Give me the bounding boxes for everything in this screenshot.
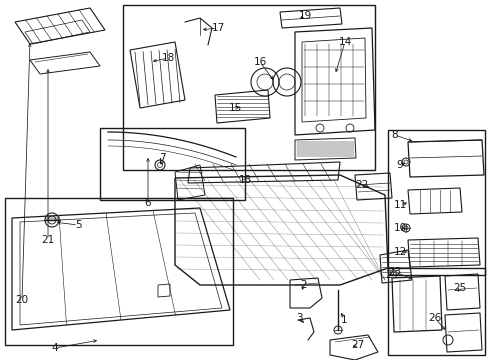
Text: 19: 19 <box>298 11 312 21</box>
Text: 25: 25 <box>453 283 466 293</box>
Text: 7: 7 <box>159 153 165 163</box>
Text: 17: 17 <box>211 23 224 33</box>
Text: 21: 21 <box>41 235 54 245</box>
Text: 3: 3 <box>295 313 302 323</box>
Text: 18: 18 <box>161 53 174 63</box>
Bar <box>123 5 375 170</box>
Text: 2: 2 <box>301 280 307 290</box>
Text: 22: 22 <box>355 180 368 190</box>
Text: 6: 6 <box>145 198 151 208</box>
Text: 20: 20 <box>16 295 28 305</box>
Text: 13: 13 <box>238 175 252 185</box>
Text: 14: 14 <box>339 37 352 47</box>
Text: 1: 1 <box>341 315 347 325</box>
Text: 4: 4 <box>51 343 58 353</box>
Text: 10: 10 <box>393 223 407 233</box>
Text: 11: 11 <box>393 200 407 210</box>
Text: 12: 12 <box>393 247 407 257</box>
Text: 5: 5 <box>74 220 81 230</box>
Bar <box>388 130 485 275</box>
Bar <box>100 128 245 200</box>
Text: 8: 8 <box>392 130 398 140</box>
Bar <box>388 268 485 355</box>
Text: 15: 15 <box>228 103 242 113</box>
Text: 9: 9 <box>397 160 403 170</box>
Text: 16: 16 <box>253 57 267 67</box>
Text: 27: 27 <box>351 340 365 350</box>
Bar <box>5 198 233 345</box>
Text: 24: 24 <box>385 270 399 280</box>
Text: 23: 23 <box>389 267 402 277</box>
Text: 26: 26 <box>428 313 441 323</box>
